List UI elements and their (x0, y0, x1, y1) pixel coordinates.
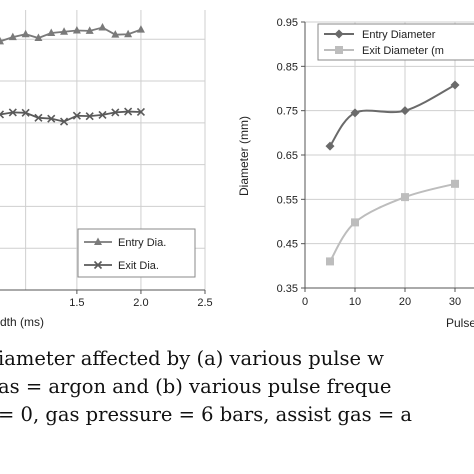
entry-dia-point (60, 27, 69, 35)
y-tick-label: 0.95 (277, 17, 298, 29)
caption-line-2: as = argon and (b) various pulse freque (0, 375, 392, 398)
exit-dia-point (47, 114, 56, 123)
legend-label-exit-dia: Exit Dia. (118, 260, 159, 272)
figure-caption: iameter affected by (a) various pulse w … (0, 345, 474, 429)
entry-dia-point (34, 33, 43, 41)
x-tick-label: 10 (349, 296, 361, 308)
exit-dia-point (111, 108, 120, 117)
exit-diameter-point (401, 193, 409, 202)
x-tick-label: 20 (399, 296, 411, 308)
chart-panel-a: 1.5 2.0 2.5 dth (ms) Entry Dia. Exit Dia. (0, 10, 213, 329)
exit-dia-point (59, 117, 69, 126)
entry-diameter-point (400, 106, 410, 116)
entry-dia-point (98, 23, 107, 31)
x-tick-label: 30 (449, 296, 461, 308)
legend-swatch-marker (94, 237, 102, 245)
entry-diameter-point (450, 80, 460, 90)
x-axis-title: Pulse (446, 316, 474, 330)
entry-diameter-point (350, 108, 360, 118)
chart-panel-b: 0.35 0.45 0.55 0.65 0.75 0.85 0.95 0 10 20 30 Diame… (237, 17, 474, 330)
x-tick-label: 1.5 (69, 297, 84, 309)
x-axis-title: dth (ms) (0, 315, 44, 329)
legend-box-b (317, 23, 474, 61)
exit-dia-point (0, 110, 5, 119)
legend-swatch-marker (335, 46, 343, 54)
caption-line-1: iameter affected by (a) various pulse w (0, 347, 384, 370)
legend-swatch-marker (93, 260, 103, 270)
entry-dia-point (85, 26, 94, 34)
exit-diameter-point (451, 179, 459, 188)
exit-dia-point (21, 108, 30, 117)
exit-diameter-point (351, 218, 359, 227)
entry-dia-point (47, 28, 56, 36)
y-tick-label: 0.75 (277, 106, 298, 118)
caption-line-3: = 0, gas pressure = 6 bars, assist gas =… (0, 403, 413, 426)
entry-diameter-line (329, 84, 456, 147)
x-tick-label: 2.5 (197, 297, 212, 309)
entry-dia-point (72, 25, 81, 34)
exit-diameter-point (326, 257, 334, 266)
entry-dia-point (0, 36, 4, 45)
legend-label-exit-diameter: Exit Diameter (m (362, 45, 444, 57)
exit-dia-point (98, 110, 107, 119)
exit-dia-line (0, 110, 141, 123)
legend-box-a (77, 228, 196, 278)
entry-dia-point (136, 25, 145, 33)
legend-label-entry-dia: Entry Dia. (118, 237, 166, 249)
exit-dia-point (85, 112, 94, 121)
entry-diameter-point (325, 141, 335, 151)
exit-dia-point (124, 107, 133, 116)
y-tick-label: 0.45 (277, 239, 298, 251)
y-tick-label: 0.65 (277, 150, 298, 162)
entry-dia-point (111, 30, 120, 38)
x-tick-label: 2.0 (133, 297, 148, 309)
entry-dia-point (124, 29, 133, 38)
exit-diameter-line (329, 182, 456, 262)
entry-dia-point (21, 29, 30, 38)
entry-dia-point (8, 32, 17, 41)
y-tick-label: 0.85 (277, 61, 298, 73)
exit-dia-point (136, 107, 146, 117)
exit-dia-point (8, 108, 17, 117)
legend-swatch-marker (334, 29, 344, 39)
legend-label-entry-diameter: Entry Diameter (362, 29, 436, 41)
x-tick-label: 0 (302, 296, 308, 308)
y-axis-title: Diameter (mm) (237, 116, 251, 196)
y-tick-label: 0.55 (277, 194, 298, 206)
exit-dia-point (72, 111, 81, 120)
exit-dia-point (34, 113, 43, 122)
y-tick-label: 0.35 (277, 283, 298, 295)
